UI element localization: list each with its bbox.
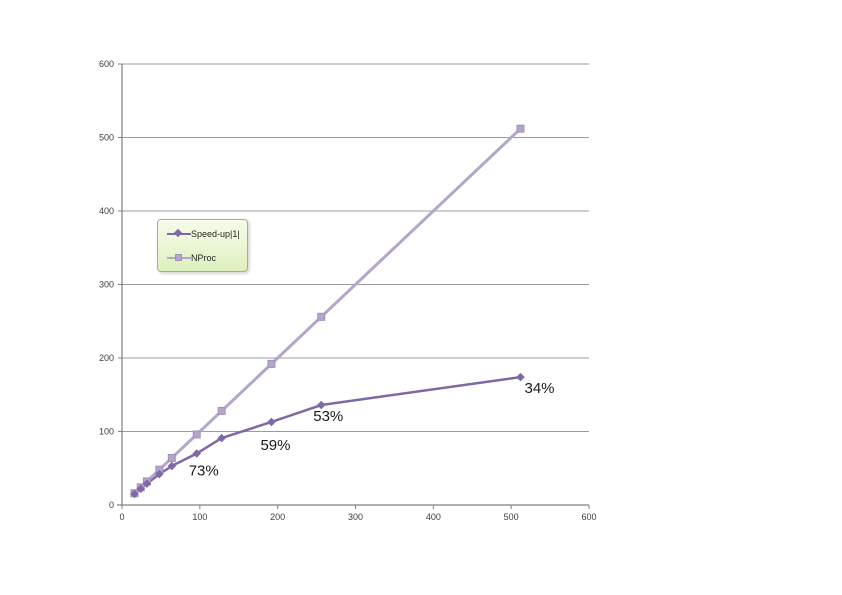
legend-item-nproc: NProc bbox=[167, 251, 241, 265]
legend-label-speedup: Speed-up|1| bbox=[191, 229, 240, 239]
y-tick-label: 400 bbox=[99, 206, 114, 216]
legend-nproc-marker-icon bbox=[167, 254, 191, 262]
y-tick-label: 300 bbox=[99, 280, 114, 290]
x-tick-label: 400 bbox=[426, 512, 441, 522]
nproc-marker bbox=[317, 312, 326, 321]
nproc-line bbox=[133, 127, 522, 495]
legend-item-speedup: Speed-up|1| bbox=[167, 227, 241, 241]
speedup-marker bbox=[217, 433, 226, 443]
y-tick-label: 100 bbox=[99, 427, 114, 437]
speedup-marker bbox=[130, 489, 139, 499]
x-tick-label: 300 bbox=[348, 512, 363, 522]
x-tick-label: 100 bbox=[192, 512, 207, 522]
legend-speedup-marker-icon bbox=[167, 228, 191, 238]
speedup-marker bbox=[142, 479, 152, 488]
nproc-marker bbox=[192, 430, 201, 439]
y-tick-label: 500 bbox=[99, 133, 114, 143]
speedup-marker bbox=[516, 372, 525, 382]
x-tick-label: 200 bbox=[270, 512, 285, 522]
speedup-marker bbox=[167, 461, 177, 471]
speedup-marker bbox=[317, 400, 326, 410]
y-tick-label: 600 bbox=[99, 59, 114, 69]
efficiency-annotation: 53% bbox=[313, 408, 343, 425]
efficiency-annotation: 73% bbox=[189, 463, 219, 480]
x-tick-label: 500 bbox=[504, 512, 519, 522]
chart-legend: Speed-up|1| NProc bbox=[157, 219, 248, 272]
y-tick-label: 0 bbox=[109, 500, 114, 510]
nproc-marker bbox=[217, 406, 226, 415]
nproc-marker bbox=[267, 359, 276, 368]
efficiency-annotation: 59% bbox=[260, 437, 290, 454]
y-tick-label: 200 bbox=[99, 353, 114, 363]
efficiency-annotation: 34% bbox=[525, 380, 555, 397]
x-tick-label: 0 bbox=[119, 512, 124, 522]
nproc-marker bbox=[167, 453, 176, 462]
speedup-marker bbox=[136, 484, 145, 494]
speedup-marker bbox=[267, 417, 276, 427]
speedup-marker bbox=[155, 469, 164, 479]
x-tick-label: 600 bbox=[581, 512, 596, 522]
nproc-marker bbox=[516, 124, 525, 133]
legend-label-nproc: NProc bbox=[191, 253, 217, 263]
speedup-marker bbox=[192, 449, 201, 458]
